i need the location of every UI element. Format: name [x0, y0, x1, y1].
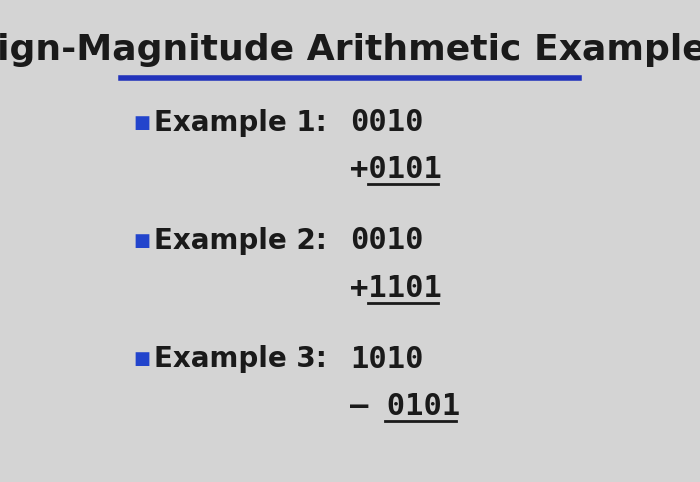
Text: ■: ■ [133, 232, 150, 250]
Text: ■: ■ [133, 114, 150, 132]
Text: +1101: +1101 [350, 274, 442, 303]
Text: 0010: 0010 [350, 227, 424, 255]
Text: ■: ■ [133, 350, 150, 368]
Text: 1010: 1010 [350, 345, 424, 374]
Text: +0101: +0101 [350, 156, 442, 185]
Text: Example 3:: Example 3: [155, 346, 328, 374]
Text: Example 1:: Example 1: [155, 108, 327, 136]
Text: – 0101: – 0101 [350, 392, 461, 421]
Text: Sign-Magnitude Arithmetic Examples: Sign-Magnitude Arithmetic Examples [0, 33, 700, 67]
Text: Example 2:: Example 2: [155, 227, 328, 255]
Text: 0010: 0010 [350, 108, 424, 137]
